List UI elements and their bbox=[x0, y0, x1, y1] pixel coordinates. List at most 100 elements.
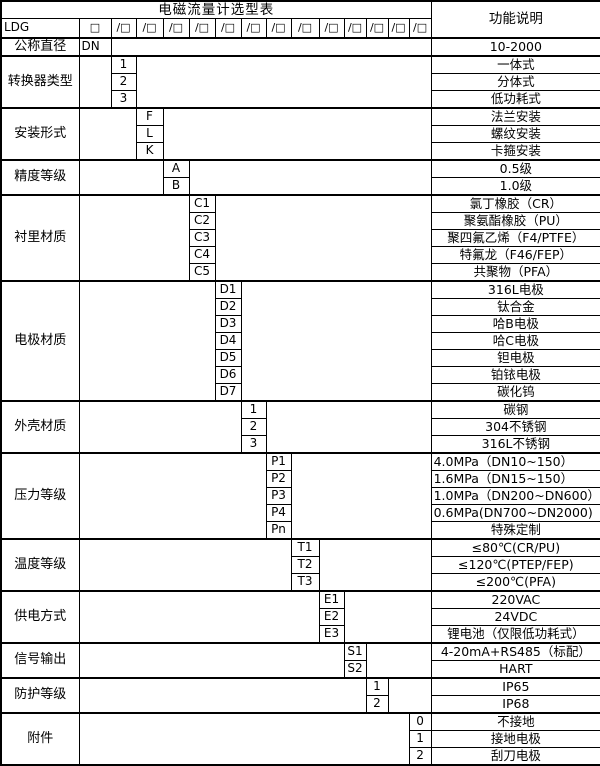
option-code: T2 bbox=[290, 555, 320, 574]
option-code: L bbox=[135, 124, 164, 143]
spacer-cell bbox=[78, 279, 216, 401]
option-description: 聚四氟乙烯（F4/PTFE） bbox=[430, 228, 600, 247]
spacer-cell bbox=[343, 589, 432, 643]
option-code: 0 bbox=[408, 711, 432, 731]
option-code: A bbox=[162, 158, 190, 178]
spacer-cell bbox=[110, 36, 432, 56]
option-code: C1 bbox=[188, 193, 216, 213]
model-code-box: /□ bbox=[135, 18, 164, 38]
option-code: F bbox=[135, 106, 164, 126]
category-label: 附件 bbox=[0, 711, 80, 765]
option-description: 碳化钨 bbox=[430, 382, 600, 401]
option-description: 一体式 bbox=[430, 54, 600, 74]
option-code: 2 bbox=[365, 694, 389, 713]
spacer-cell bbox=[78, 641, 345, 678]
model-code-box: /□ bbox=[343, 18, 367, 38]
option-code: DN bbox=[78, 36, 112, 56]
option-code: 1 bbox=[110, 54, 137, 74]
option-code: D6 bbox=[214, 365, 242, 384]
option-description: 316L电极 bbox=[430, 279, 600, 299]
option-code: 1 bbox=[365, 676, 389, 696]
category-label: 电极材质 bbox=[0, 279, 80, 401]
option-code: 3 bbox=[240, 434, 267, 453]
category-label: 外壳材质 bbox=[0, 399, 80, 453]
option-code: S1 bbox=[343, 641, 367, 661]
function-description-header: 功能说明 bbox=[430, 0, 600, 38]
model-code-box: /□ bbox=[265, 18, 292, 38]
option-description: 1.0MPa（DN200~DN600） bbox=[430, 486, 600, 505]
option-description: 法兰安装 bbox=[430, 106, 600, 126]
option-description: 哈C电极 bbox=[430, 331, 600, 350]
model-code-box: /□ bbox=[387, 18, 410, 38]
option-description: 特殊定制 bbox=[430, 520, 600, 539]
spacer-cell bbox=[78, 54, 112, 108]
model-code-box: □ bbox=[78, 18, 112, 38]
category-label: 精度等级 bbox=[0, 158, 80, 195]
spacer-cell bbox=[78, 106, 137, 160]
option-code: D4 bbox=[214, 331, 242, 350]
category-label: 安装形式 bbox=[0, 106, 80, 160]
category-label: 衬里材质 bbox=[0, 193, 80, 281]
option-description: 不接地 bbox=[430, 711, 600, 731]
option-code: Pn bbox=[265, 520, 292, 539]
option-code: D5 bbox=[214, 348, 242, 367]
option-description: 316L不锈钢 bbox=[430, 434, 600, 453]
option-description: 锂电池（仅限低功耗式） bbox=[430, 624, 600, 643]
category-label: 信号输出 bbox=[0, 641, 80, 678]
option-description: 钛合金 bbox=[430, 297, 600, 316]
option-description: 0.5级 bbox=[430, 158, 600, 178]
option-code: 1 bbox=[408, 729, 432, 748]
option-description: 螺纹安装 bbox=[430, 124, 600, 143]
spacer-cell bbox=[318, 537, 432, 591]
category-label: 转换器类型 bbox=[0, 54, 80, 108]
model-code-box: /□ bbox=[162, 18, 190, 38]
spacer-cell bbox=[135, 54, 432, 108]
model-code-box: /□ bbox=[290, 18, 320, 38]
model-code-box: /□ bbox=[214, 18, 242, 38]
option-code: C3 bbox=[188, 228, 216, 247]
option-code: 2 bbox=[408, 746, 432, 765]
option-code: P2 bbox=[265, 469, 292, 488]
option-code: C4 bbox=[188, 245, 216, 264]
spacer-cell bbox=[387, 676, 432, 713]
option-code: P3 bbox=[265, 486, 292, 505]
model-code-prefix: LDG bbox=[0, 18, 80, 38]
option-description: ≤120℃(PTEP/FEP) bbox=[430, 555, 600, 574]
model-code-box: /□ bbox=[188, 18, 216, 38]
option-code: E2 bbox=[318, 607, 345, 626]
category-label: 压力等级 bbox=[0, 451, 80, 539]
option-description: 聚氨酯橡胶（PU） bbox=[430, 211, 600, 230]
option-code: S2 bbox=[343, 659, 367, 678]
option-description: ≤80℃(CR/PU) bbox=[430, 537, 600, 557]
page-title: 电磁流量计选型表 bbox=[0, 0, 432, 19]
option-code: D3 bbox=[214, 314, 242, 333]
option-description: 低功耗式 bbox=[430, 89, 600, 108]
option-code: C5 bbox=[188, 262, 216, 281]
option-code: D1 bbox=[214, 279, 242, 299]
option-description: 碳钢 bbox=[430, 399, 600, 419]
category-label: 防护等级 bbox=[0, 676, 80, 713]
option-description: 接地电极 bbox=[430, 729, 600, 748]
spacer-cell bbox=[78, 537, 292, 591]
option-code: 2 bbox=[240, 417, 267, 436]
option-description: 共聚物（PFA） bbox=[430, 262, 600, 281]
model-code-box: /□ bbox=[318, 18, 345, 38]
option-description: 24VDC bbox=[430, 607, 600, 626]
option-description: IP68 bbox=[430, 694, 600, 713]
option-description: 220VAC bbox=[430, 589, 600, 609]
option-description: 0.6MPa(DN700~DN2000) bbox=[430, 503, 600, 522]
option-description: 氯丁橡胶（CR） bbox=[430, 193, 600, 213]
option-code: E3 bbox=[318, 624, 345, 643]
spacer-cell bbox=[365, 641, 432, 678]
option-description: 卡箍安装 bbox=[430, 141, 600, 160]
spacer-cell bbox=[78, 158, 164, 195]
spacer-cell bbox=[265, 399, 432, 453]
option-description: HART bbox=[430, 659, 600, 678]
model-code-box: /□ bbox=[408, 18, 432, 38]
spacer-cell bbox=[290, 451, 432, 539]
option-code: C2 bbox=[188, 211, 216, 230]
option-description: 304不锈钢 bbox=[430, 417, 600, 436]
option-description: 钽电极 bbox=[430, 348, 600, 367]
model-code-box: /□ bbox=[110, 18, 137, 38]
option-description: 4.0MPa（DN10~150） bbox=[430, 451, 600, 471]
